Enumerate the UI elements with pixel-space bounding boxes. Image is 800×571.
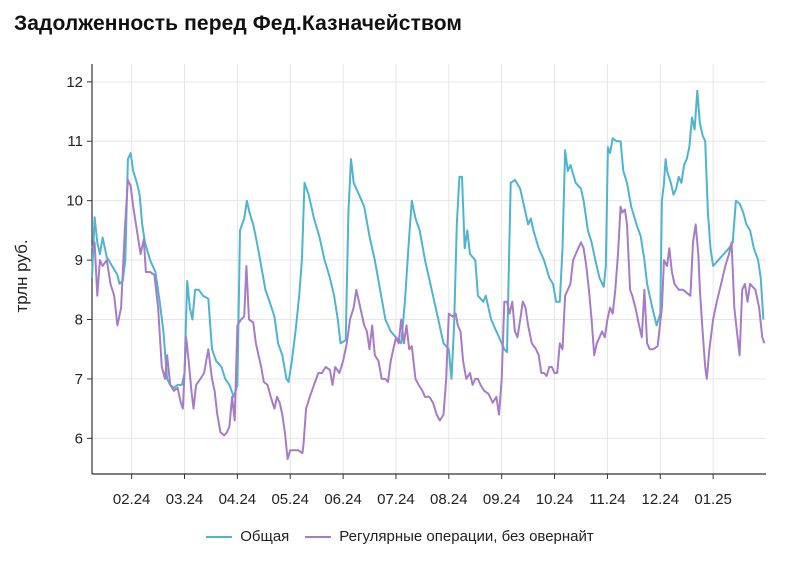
x-tick-label: 10.24 — [536, 491, 574, 508]
x-tick-label: 08.24 — [430, 491, 468, 508]
legend-label-regular: Регулярные операции, без овернайт — [339, 528, 594, 545]
x-tick-labels: 02.24 03.24 04.24 05.24 06.24 07.24 08.24 09.24… — [113, 491, 732, 508]
legend-swatch-total — [206, 535, 233, 538]
series-line-total — [91, 89, 765, 398]
y-tick-labels: 6 7 8 9 10 11 12 — [66, 74, 83, 448]
y-tick-label: 6 — [75, 430, 83, 447]
y-tick-label: 9 — [75, 252, 83, 269]
x-tick-label: 06.24 — [324, 491, 362, 508]
x-tick-label: 11.24 — [589, 491, 625, 508]
y-tick-label: 10 — [66, 193, 83, 210]
series-line-regular — [91, 178, 766, 461]
legend-label-total: Общая — [240, 528, 290, 545]
legend-item-total: Общая — [206, 528, 289, 545]
gridlines — [92, 64, 766, 474]
legend: Общая Регулярные операции, без овернайт — [0, 528, 800, 545]
y-axis-label: трлн руб. — [12, 239, 31, 312]
legend-item-regular: Регулярные операции, без овернайт — [305, 528, 594, 545]
chart-title: Задолженность перед Фед.Казначейством — [14, 12, 462, 35]
x-tick-label: 05.24 — [271, 491, 309, 508]
x-tick-label: 03.24 — [166, 491, 204, 508]
x-tick-label: 01.25 — [694, 491, 732, 508]
x-tick-label: 04.24 — [219, 491, 257, 508]
series-lines — [91, 89, 766, 461]
legend-swatch-regular — [305, 535, 332, 538]
x-tick-label: 09.24 — [483, 491, 521, 508]
x-tick-label: 12.24 — [642, 491, 680, 508]
x-tick-label: 02.24 — [113, 491, 151, 508]
y-tick-label: 11 — [67, 133, 83, 150]
y-tick-label: 8 — [75, 312, 83, 329]
y-tick-label: 7 — [75, 371, 83, 388]
y-tick-label: 12 — [66, 74, 83, 91]
x-tick-label: 07.24 — [377, 491, 415, 508]
